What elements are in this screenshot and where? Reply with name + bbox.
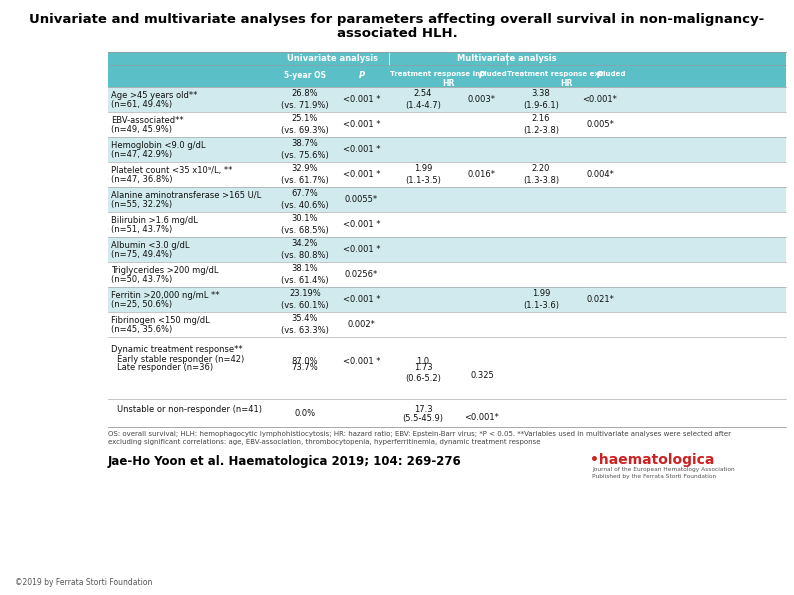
Text: •haematologica: •haematologica (590, 453, 715, 467)
Text: 1.0: 1.0 (416, 357, 430, 366)
Text: Treatment response included: Treatment response included (390, 71, 507, 77)
Text: ©2019 by Ferrata Storti Foundation: ©2019 by Ferrata Storti Foundation (15, 578, 152, 587)
Text: Platelet count <35 x10⁹/L, **: Platelet count <35 x10⁹/L, ** (111, 166, 233, 175)
Text: Univariate and multivariate analyses for parameters affecting overall survival i: Univariate and multivariate analyses for… (29, 13, 765, 26)
Text: (n=51, 43.7%): (n=51, 43.7%) (111, 225, 172, 234)
Text: 25.1%
(vs. 69.3%): 25.1% (vs. 69.3%) (281, 114, 329, 134)
Text: Late responder (n=36): Late responder (n=36) (117, 363, 213, 372)
Text: 38.7%
(vs. 75.6%): 38.7% (vs. 75.6%) (281, 139, 329, 159)
Text: 26.8%
(vs. 71.9%): 26.8% (vs. 71.9%) (281, 89, 329, 109)
Text: 67.7%
(vs. 40.6%): 67.7% (vs. 40.6%) (281, 189, 329, 209)
Bar (108, 399, 786, 427)
Text: Treatment response excluded: Treatment response excluded (507, 71, 625, 77)
Text: Jae-Ho Yoon et al. Haematologica 2019; 104: 269-276: Jae-Ho Yoon et al. Haematologica 2019; 1… (108, 455, 462, 468)
Text: 5-year OS: 5-year OS (284, 71, 326, 80)
Text: <0.001*: <0.001* (583, 95, 618, 104)
Text: Univariate analysis: Univariate analysis (287, 54, 378, 63)
Text: 30.1%
(vs. 68.5%): 30.1% (vs. 68.5%) (281, 214, 329, 234)
Text: associated HLH.: associated HLH. (337, 27, 457, 40)
Text: <0.001 *: <0.001 * (343, 357, 380, 366)
Text: P: P (597, 71, 603, 80)
Text: 0.003*: 0.003* (468, 95, 496, 104)
Bar (108, 87, 786, 112)
Text: 34.2%
(vs. 80.8%): 34.2% (vs. 80.8%) (281, 239, 329, 259)
Text: <0.001 *: <0.001 * (343, 145, 380, 154)
Text: EBV-associated**: EBV-associated** (111, 116, 183, 125)
Text: 2.16
(1.2-3.8): 2.16 (1.2-3.8) (523, 114, 559, 134)
Text: 2.20
(1.3-3.8): 2.20 (1.3-3.8) (523, 164, 559, 184)
Text: (n=55, 32.2%): (n=55, 32.2%) (111, 200, 172, 209)
Text: Unstable or non-responder (n=41): Unstable or non-responder (n=41) (117, 405, 262, 414)
Text: <0.001 *: <0.001 * (343, 295, 380, 304)
Text: 0.016*: 0.016* (468, 170, 496, 179)
Bar (108, 262, 786, 287)
Bar (108, 162, 786, 187)
Text: 73.7%: 73.7% (291, 363, 318, 372)
Bar (108, 337, 786, 399)
Text: (n=75, 49.4%): (n=75, 49.4%) (111, 250, 172, 259)
Text: 38.1%
(vs. 61.4%): 38.1% (vs. 61.4%) (281, 264, 329, 284)
Text: Triglycerides >200 mg/dL: Triglycerides >200 mg/dL (111, 266, 218, 275)
Text: 17.3: 17.3 (414, 405, 432, 414)
Text: 0.021*: 0.021* (586, 295, 614, 304)
Text: <0.001*: <0.001* (464, 414, 499, 422)
Bar (108, 52, 786, 65)
Text: 2.54
(1.4-4.7): 2.54 (1.4-4.7) (405, 89, 441, 109)
Text: Multivariate analysis: Multivariate analysis (457, 54, 557, 63)
Text: 0.0%: 0.0% (295, 409, 315, 418)
Bar (108, 137, 786, 162)
Text: HR: HR (441, 79, 454, 88)
Text: Albumin <3.0 g/dL: Albumin <3.0 g/dL (111, 241, 190, 250)
Text: Ferritin >20,000 ng/mL **: Ferritin >20,000 ng/mL ** (111, 291, 219, 300)
Text: Journal of the European Hematology Association
Published by the Ferrata Storti F: Journal of the European Hematology Assoc… (592, 467, 734, 479)
Text: Fibrinogen <150 mg/dL: Fibrinogen <150 mg/dL (111, 316, 210, 325)
Text: HR: HR (560, 79, 572, 88)
Text: 0.325: 0.325 (470, 371, 494, 380)
Text: Early stable responder (n=42): Early stable responder (n=42) (117, 355, 245, 364)
Text: (n=47, 36.8%): (n=47, 36.8%) (111, 175, 172, 184)
Text: <0.001 *: <0.001 * (343, 170, 380, 179)
Text: 35.4%
(vs. 63.3%): 35.4% (vs. 63.3%) (281, 314, 329, 334)
Text: 1.73
(0.6-5.2): 1.73 (0.6-5.2) (405, 363, 441, 383)
Text: (n=25, 50.6%): (n=25, 50.6%) (111, 300, 172, 309)
Text: <0.001 *: <0.001 * (343, 120, 380, 129)
Bar (108, 237, 786, 262)
Text: <0.001 *: <0.001 * (343, 220, 380, 229)
Text: Age >45 years old**: Age >45 years old** (111, 91, 198, 100)
Text: 23.19%
(vs. 60.1%): 23.19% (vs. 60.1%) (281, 289, 329, 309)
Text: P: P (358, 71, 364, 80)
Text: OS: overall survival; HLH: hemophagocytic lymphohistiocytosis; HR: hazard ratio;: OS: overall survival; HLH: hemophagocyti… (108, 431, 731, 445)
Bar (108, 112, 786, 137)
Text: 0.0055*: 0.0055* (345, 195, 378, 204)
Text: (n=47, 42.9%): (n=47, 42.9%) (111, 150, 172, 159)
Text: P: P (479, 71, 485, 80)
Text: <0.001 *: <0.001 * (343, 245, 380, 254)
Text: 1.99
(1.1-3.5): 1.99 (1.1-3.5) (405, 164, 441, 184)
Text: 0.002*: 0.002* (348, 320, 376, 329)
Text: 0.005*: 0.005* (586, 120, 614, 129)
Text: Alanine aminotransferase >165 U/L: Alanine aminotransferase >165 U/L (111, 191, 261, 200)
Text: Dynamic treatment response**: Dynamic treatment response** (111, 345, 243, 354)
Bar (108, 212, 786, 237)
Text: 1.99
(1.1-3.6): 1.99 (1.1-3.6) (523, 289, 559, 309)
Text: 32.9%
(vs. 61.7%): 32.9% (vs. 61.7%) (281, 164, 329, 184)
Text: <0.001 *: <0.001 * (343, 95, 380, 104)
Text: 0.004*: 0.004* (586, 170, 614, 179)
Text: (n=50, 43.7%): (n=50, 43.7%) (111, 275, 172, 284)
Bar (108, 287, 786, 312)
Text: Bilirubin >1.6 mg/dL: Bilirubin >1.6 mg/dL (111, 216, 198, 225)
Bar (108, 312, 786, 337)
Text: Hemoglobin <9.0 g/dL: Hemoglobin <9.0 g/dL (111, 141, 206, 150)
Text: 87.0%: 87.0% (291, 357, 318, 366)
Bar (108, 65, 786, 87)
Text: (5.5-45.9): (5.5-45.9) (403, 414, 444, 422)
Text: (n=49, 45.9%): (n=49, 45.9%) (111, 125, 172, 134)
Bar (108, 187, 786, 212)
Text: (n=45, 35.6%): (n=45, 35.6%) (111, 325, 172, 334)
Text: (n=61, 49.4%): (n=61, 49.4%) (111, 100, 172, 109)
Text: 0.0256*: 0.0256* (345, 270, 378, 279)
Text: 3.38
(1.9-6.1): 3.38 (1.9-6.1) (523, 89, 559, 109)
